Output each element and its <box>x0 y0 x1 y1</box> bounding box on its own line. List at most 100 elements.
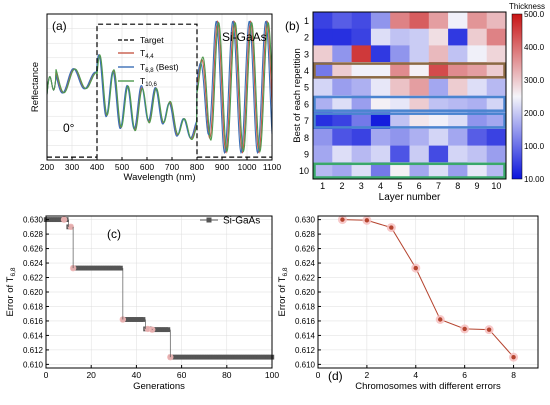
x-tick-label: 600 <box>140 162 154 172</box>
heatmap-cell <box>428 128 449 146</box>
heatmap-cell <box>467 128 487 146</box>
data-point <box>192 354 198 360</box>
heatmap-cell <box>448 112 468 130</box>
data-point <box>179 354 184 360</box>
heatmap-cell <box>448 78 468 96</box>
heatmap-cell <box>390 78 410 96</box>
data-point <box>52 217 58 223</box>
x-tick-label: 8 <box>511 370 516 380</box>
heatmap-cell <box>448 128 468 146</box>
heatmap-frame <box>312 11 507 180</box>
heatmap-cell <box>332 128 352 146</box>
data-point <box>116 265 121 271</box>
heatmap-cell <box>313 145 333 163</box>
y-tick-label: 0.612 <box>295 346 316 355</box>
data-point <box>340 217 345 222</box>
data-point <box>86 265 92 271</box>
row-label: 1 <box>304 16 309 26</box>
heatmap-cell <box>370 112 391 130</box>
data-point <box>102 265 107 271</box>
y-tick-label: 0.620 <box>295 288 316 297</box>
colorbar-title: Thickness <box>509 2 545 11</box>
data-point <box>222 354 227 360</box>
heatmap-cell <box>467 12 487 29</box>
data-point <box>413 265 418 271</box>
colorbar-tick-label: 100.0 <box>524 142 545 151</box>
heatmap-cell <box>486 145 507 163</box>
heatmap-cell <box>313 112 333 130</box>
row-label: 6 <box>304 99 309 109</box>
panel-c-error-vs-generations-chart: 0 20 40 60 80 100 0.610 0.612 0.614 0.616 0.618 0.6… <box>5 215 279 392</box>
y-tick-label: 0.610 <box>23 360 44 369</box>
data-point <box>511 354 516 360</box>
data-point <box>263 354 268 360</box>
heatmap-cell <box>409 128 430 146</box>
heatmap-cell <box>409 112 430 130</box>
data-point <box>131 317 137 322</box>
data-point <box>50 217 55 223</box>
colorbar-tick-label: 500.0 <box>524 10 545 19</box>
data-point <box>188 354 193 360</box>
heatmap-cell <box>409 12 430 29</box>
target-line <box>47 23 272 158</box>
heatmap-cell <box>332 162 352 180</box>
x-tick-label: 40 <box>132 370 142 380</box>
series-line-6-8 <box>46 20 273 155</box>
data-point <box>125 317 130 322</box>
data-point <box>202 354 207 360</box>
data-point <box>75 265 80 271</box>
data-point <box>242 354 248 360</box>
colorbar <box>511 13 523 180</box>
plot-frame <box>46 13 273 161</box>
data-point <box>138 317 144 322</box>
y-tick-label: 0.630 <box>23 216 44 225</box>
heatmap-cell <box>313 128 333 146</box>
panel-label: (d) <box>328 369 343 383</box>
heatmap-cell <box>486 28 507 46</box>
heatmap-cell <box>351 78 372 96</box>
heatmap-cell <box>390 112 410 130</box>
x-tick-label: 0 <box>316 370 321 380</box>
heatmap-cell <box>313 78 333 96</box>
x-tick-label: 100 <box>265 370 279 380</box>
heatmap-cell <box>428 28 449 46</box>
heatmap-cell <box>351 162 372 180</box>
data-point <box>165 327 171 333</box>
heatmap-cell <box>332 62 352 80</box>
data-point <box>235 354 241 360</box>
data-point <box>226 354 232 360</box>
heatmap-cell <box>467 162 487 180</box>
y-tick-label: 0.622 <box>295 274 316 283</box>
panel-a-reflectance-chart: 200 300 400 500 600 700 800 900 1000 1100 Waveleng… <box>30 13 281 183</box>
heatmap-cell <box>332 95 352 113</box>
x-tick-label: 400 <box>90 162 104 172</box>
heatmap-cell <box>409 95 430 113</box>
data-point <box>211 354 216 360</box>
highlight-point <box>67 223 75 231</box>
heatmap-cell <box>486 95 507 113</box>
data-point <box>89 265 94 271</box>
heatmap-cell <box>351 112 372 130</box>
highlight-box-row-6 <box>313 95 506 112</box>
heatmap-cell <box>448 62 468 80</box>
x-tick-label: 200 <box>40 162 54 172</box>
data-point <box>199 354 205 360</box>
y-tick-label: 0.620 <box>23 288 44 297</box>
y-axis-label: Error of T6,8 <box>5 267 17 316</box>
data-point <box>84 265 89 271</box>
legend-swatch-marker <box>206 217 212 223</box>
heatmap-cell <box>370 145 391 163</box>
highlight-box-row-7 <box>313 112 506 129</box>
data-point <box>195 354 200 360</box>
highlight-box-row-10 <box>313 162 506 179</box>
panel-b-thickness-heatmap: 1 2 3 4 5 6 7 8 9 10 1 2 3 4 5 6 7 8 9 10 Layer number Best o… <box>285 2 545 203</box>
column-label: 6 <box>417 181 422 191</box>
heatmap-cell <box>390 128 410 146</box>
x-tick-label: 2 <box>365 370 370 380</box>
x-tick-label: 800 <box>190 162 204 172</box>
heatmap-cell <box>370 62 391 80</box>
data-point <box>136 317 141 322</box>
row-label: 9 <box>304 149 309 159</box>
y-tick-label: 0.614 <box>23 331 44 340</box>
heatmap-cell <box>467 112 487 130</box>
